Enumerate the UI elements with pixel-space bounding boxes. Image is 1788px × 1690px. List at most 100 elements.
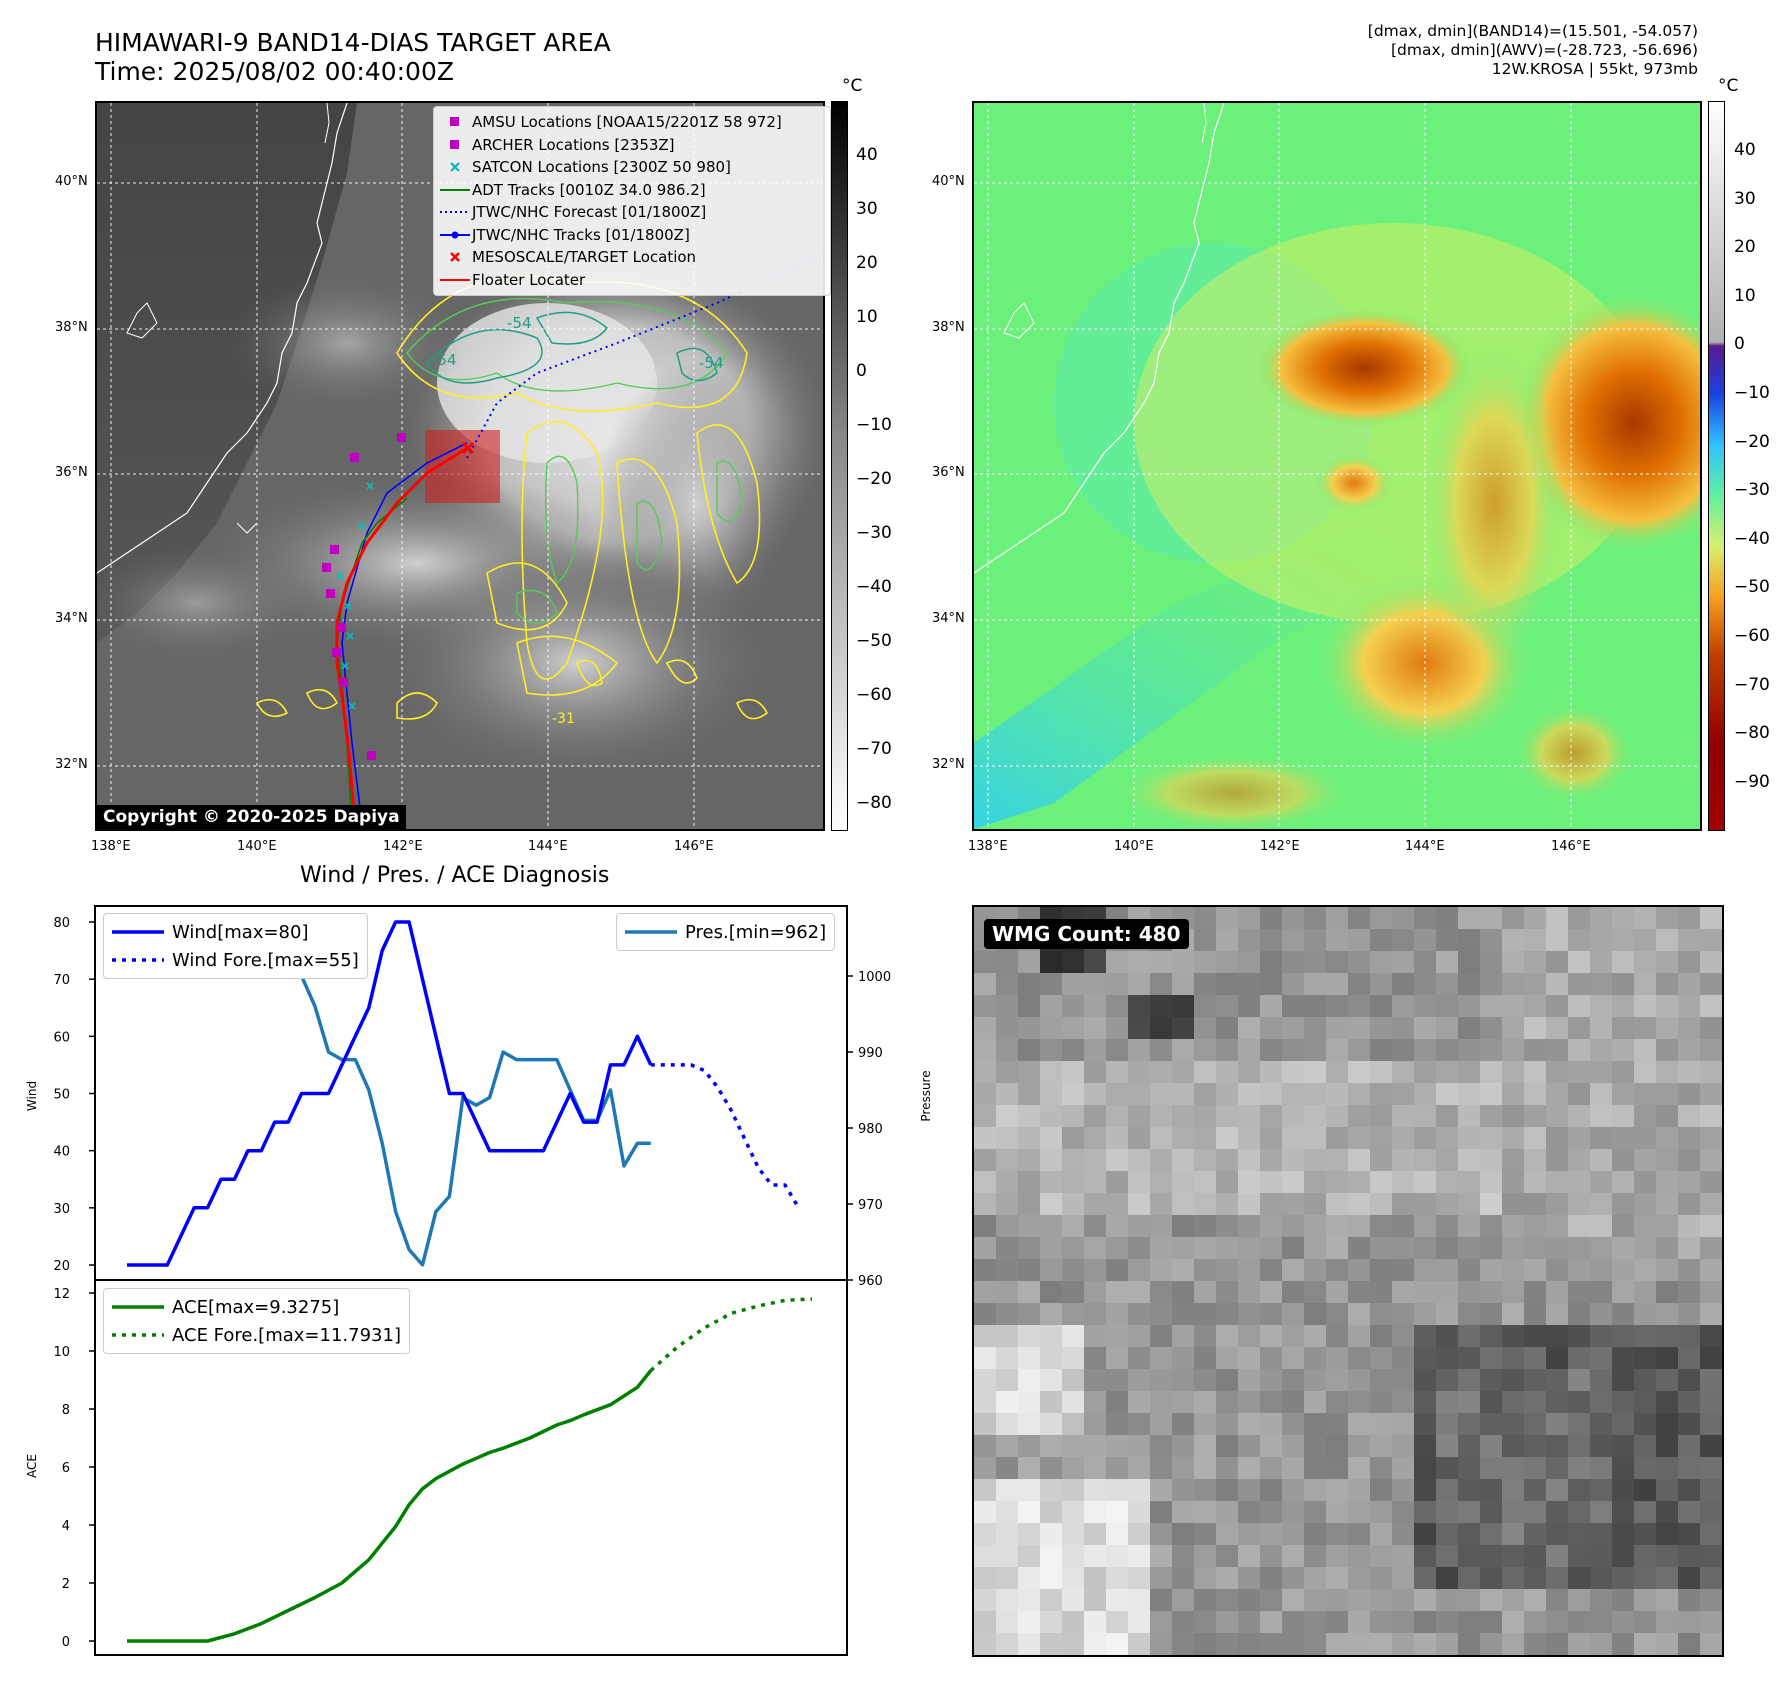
wmg-pixel: [1700, 1479, 1722, 1502]
wmg-pixel: [1062, 1369, 1085, 1392]
lat-tick: 34°N: [932, 611, 965, 626]
wmg-pixel: [1634, 1083, 1657, 1106]
wmg-pixel: [1700, 1259, 1722, 1282]
wmg-pixel: [996, 1171, 1019, 1194]
wmg-pixel: [1370, 1193, 1393, 1216]
wmg-pixel: [1568, 1391, 1591, 1414]
wmg-pixel: [1612, 951, 1635, 974]
wmg-pixel: [1018, 1347, 1041, 1370]
wmg-pixel: [1612, 1391, 1635, 1414]
wmg-pixel: [1568, 1457, 1591, 1480]
wmg-pixel: [1700, 1633, 1722, 1655]
wmg-pixel: [1348, 1457, 1371, 1480]
wmg-pixel: [1062, 1567, 1085, 1590]
wmg-pixel: [1392, 1237, 1415, 1260]
wmg-pixel: [1062, 1611, 1085, 1634]
wmg-pixel: [1656, 1545, 1679, 1568]
wmg-pixel: [1656, 1369, 1679, 1392]
wmg-pixel: [1106, 1391, 1129, 1414]
wmg-pixel: [996, 1303, 1019, 1326]
wmg-pixel: [1216, 1039, 1239, 1062]
wmg-pixel: [1502, 1633, 1525, 1655]
colorbar-tick: 10: [856, 307, 878, 327]
wmg-pixel: [1524, 1193, 1547, 1216]
coastline: [974, 103, 1225, 574]
wmg-pixel: [1480, 1633, 1503, 1655]
wmg-pixel: [1018, 1127, 1041, 1150]
wmg-pixel: [1062, 1149, 1085, 1172]
wmg-pixel: [1304, 995, 1327, 1018]
wmg-pixel: [1568, 1523, 1591, 1546]
wmg-pixel: [1502, 995, 1525, 1018]
ace-tick-label: 0: [62, 1635, 70, 1650]
legend-label: MESOSCALE/TARGET Location: [472, 248, 697, 267]
wmg-pixel: [1106, 1127, 1129, 1150]
wmg-pixel: [974, 1325, 997, 1348]
wmg-pixel: [1678, 1149, 1701, 1172]
colorbar-tick: −10: [856, 415, 892, 435]
wmg-pixel: [1568, 1149, 1591, 1172]
wmg-pixel: [1656, 1325, 1679, 1348]
wmg-pixel: [1260, 1281, 1283, 1304]
wmg-pixel: [1216, 1149, 1239, 1172]
lon-tick: 144°E: [528, 839, 568, 854]
wmg-pixel: [1612, 1479, 1635, 1502]
wmg-pixel: [1590, 1281, 1613, 1304]
wmg-pixel: [1062, 995, 1085, 1018]
wmg-pixel: [1524, 1369, 1547, 1392]
wmg-pixel: [1524, 1413, 1547, 1436]
wmg-pixel: [1502, 1501, 1525, 1524]
wind-y-ticks: 80 70 60 50 40 30 20: [53, 916, 95, 1274]
wmg-pixel: [974, 1523, 997, 1546]
wmg-pixel: [1458, 1215, 1481, 1238]
legend-item-jtwc-forecast: JTWC/NHC Forecast [01/1800Z]: [438, 201, 826, 224]
wmg-pixel: [1370, 973, 1393, 996]
wmg-pixel: [1656, 929, 1679, 952]
wmg-pixel: [1304, 1347, 1327, 1370]
wmg-pixel: [1326, 1391, 1349, 1414]
wmg-pixel: [1370, 907, 1393, 930]
wmg-pixel: [1502, 951, 1525, 974]
wmg-pixel: [1392, 1083, 1415, 1106]
wmg-pixel: [1084, 1501, 1107, 1524]
legend-label: Pres.[min=962]: [685, 921, 827, 943]
wmg-pixel: [1216, 1303, 1239, 1326]
copyright-label: Copyright © 2020-2025 Dapiya: [97, 805, 406, 829]
wmg-pixel: [1194, 1303, 1217, 1326]
ace-forecast-line: [649, 1297, 813, 1372]
wmg-pixel: [1700, 1545, 1722, 1568]
wmg-pixel: [1370, 1083, 1393, 1106]
wmg-pixel: [996, 1435, 1019, 1458]
wmg-pixel: [1194, 1171, 1217, 1194]
wmg-pixel: [1194, 1545, 1217, 1568]
wmg-pixel: [996, 1479, 1019, 1502]
wmg-pixel: [1480, 1369, 1503, 1392]
wmg-pixel: [996, 1611, 1019, 1634]
wmg-pixel: [1436, 1193, 1459, 1216]
colorbar-tick: 10: [1734, 285, 1756, 306]
wmg-pixel: [1348, 1611, 1371, 1634]
wmg-pixel: [1238, 1237, 1261, 1260]
legend-item-adt: ADT Tracks [0010Z 34.0 986.2]: [438, 179, 826, 202]
wmg-pixel: [1678, 907, 1701, 930]
wmg-pixel: [1062, 951, 1085, 974]
wmg-pixel: [1062, 1105, 1085, 1128]
wmg-pixel: [1040, 973, 1063, 996]
wmg-pixel: [1436, 1083, 1459, 1106]
wmg-pixel: [1458, 1259, 1481, 1282]
wmg-pixel: [1524, 1039, 1547, 1062]
wmg-pixel: [1018, 1215, 1041, 1238]
wmg-pixel: [1480, 1083, 1503, 1106]
wmg-pixel: [1282, 1061, 1305, 1084]
wmg-pixel: [1282, 1457, 1305, 1480]
wmg-pixel: [1458, 1017, 1481, 1040]
wmg-pixel: [1304, 1237, 1327, 1260]
wmg-pixel: [1238, 1215, 1261, 1238]
wmg-pixel: [974, 995, 997, 1018]
wmg-pixel: [1194, 1149, 1217, 1172]
wmg-pixel: [1106, 1259, 1129, 1282]
wmg-pixel: [1304, 1611, 1327, 1634]
wmg-pixel: [1040, 1083, 1063, 1106]
wmg-pixel: [1062, 1017, 1085, 1040]
wmg-pixel: [1304, 1589, 1327, 1612]
